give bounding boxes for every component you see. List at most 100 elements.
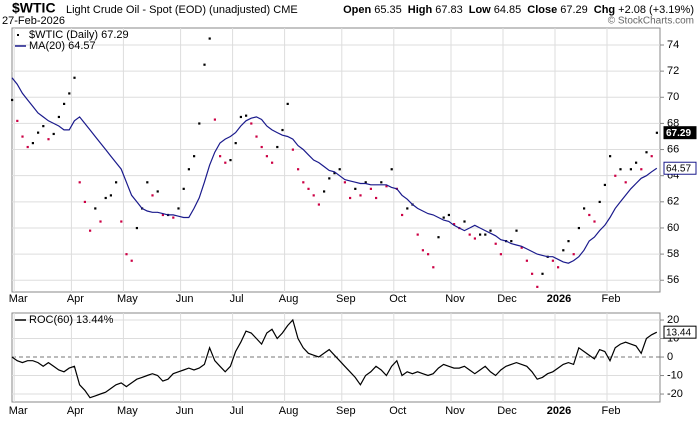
price-dot — [557, 266, 560, 269]
price-dot — [390, 168, 393, 171]
price-dot — [16, 119, 19, 122]
y-tick-label: 60 — [667, 222, 679, 234]
price-dot — [640, 168, 643, 171]
series-line — [11, 77, 658, 264]
price-dot — [473, 237, 476, 240]
price-frame — [11, 27, 661, 293]
price-dot — [291, 148, 294, 151]
y-tick-label: 66 — [667, 143, 679, 155]
price-dot — [364, 181, 367, 184]
price-dot — [21, 135, 24, 138]
price-dot — [385, 185, 388, 188]
y-tick-label: 58 — [667, 248, 679, 260]
price-dot — [338, 168, 341, 171]
price-dot — [224, 161, 227, 164]
quote-value: 67.83 — [435, 4, 463, 16]
price-dot — [229, 159, 232, 162]
price-dot — [463, 220, 466, 223]
price-dot — [562, 249, 565, 252]
price-dot — [234, 142, 237, 145]
price-dot — [11, 98, 14, 102]
price-dot — [161, 213, 164, 217]
x-tick-label: Feb — [602, 293, 621, 305]
price-dot — [317, 203, 320, 206]
price-dot — [515, 229, 518, 232]
x-tick-label: Mar — [9, 293, 28, 305]
price-dot — [120, 220, 123, 223]
quote-label: Chg — [594, 4, 615, 16]
x-tick-label: Nov — [445, 293, 465, 305]
price-dot — [63, 102, 66, 106]
price-dot — [219, 155, 222, 158]
price-dot — [99, 220, 102, 223]
x-tick-label: Jul — [230, 405, 244, 417]
watermark: © StockCharts.com — [608, 16, 694, 27]
price-dot — [328, 177, 331, 180]
price-dot — [52, 132, 55, 136]
price-dot — [37, 131, 40, 134]
price-dot — [89, 229, 92, 232]
price-dot — [286, 102, 289, 106]
x-tick-label: Aug — [279, 405, 299, 417]
legend-entry: $WTIC (Daily) 67.29 — [29, 29, 129, 41]
quote-label: High — [408, 4, 433, 16]
price-dot — [343, 181, 346, 184]
x-tick-label: Dec — [497, 293, 517, 305]
symbol: $WTIC — [12, 0, 56, 16]
price-dot — [359, 194, 362, 197]
price-dot — [151, 194, 154, 197]
last-value-box — [663, 325, 697, 339]
x-tick-label: Aug — [279, 293, 299, 305]
security-name: Light Crude Oil - Spot (EOD) (unadjusted… — [66, 4, 298, 16]
x-tick-label: Feb — [602, 405, 621, 417]
x-tick-label: Jun — [176, 405, 194, 417]
quote-value: 64.85 — [494, 4, 522, 16]
x-tick-label: Apr — [67, 405, 84, 417]
price-dot — [47, 138, 50, 141]
price-dot — [447, 213, 450, 217]
x-tick-label: Sep — [336, 405, 356, 417]
x-tick-label: Nov — [445, 405, 465, 417]
price-dot — [453, 223, 456, 226]
price-dot — [239, 115, 242, 119]
price-dot — [302, 181, 305, 184]
legend-entry: MA(20) 64.57 — [29, 40, 96, 52]
price-dot — [83, 200, 86, 204]
quote-label: Low — [469, 4, 491, 16]
price-dot — [380, 181, 383, 184]
price-dot — [213, 118, 216, 121]
price-dot — [551, 259, 554, 262]
price-dot — [619, 168, 622, 171]
y-tick-label: 70 — [667, 91, 679, 103]
last-value-box — [663, 126, 697, 140]
quote-label: Open — [343, 4, 371, 16]
price-dot — [73, 76, 76, 79]
price-dot — [115, 181, 118, 184]
price-dot — [489, 229, 492, 232]
price-dot — [494, 242, 497, 245]
price-dot — [193, 155, 196, 158]
price-dot — [499, 253, 502, 256]
x-tick-label: Oct — [389, 293, 406, 305]
price-dot — [406, 207, 409, 210]
price-dot — [68, 92, 71, 95]
x-tick-label: Dec — [497, 405, 517, 417]
price-dot — [26, 145, 29, 149]
x-tick-label: 2026 — [547, 293, 571, 305]
price-dot — [130, 259, 133, 262]
price-dot — [525, 259, 528, 262]
price-dot — [567, 240, 570, 243]
price-dot — [307, 187, 310, 190]
x-tick-label: Jun — [176, 293, 194, 305]
x-tick-label: Jul — [230, 293, 244, 305]
price-dot — [416, 233, 419, 236]
price-dot — [536, 285, 539, 288]
series-line — [11, 318, 658, 399]
price-dot — [510, 240, 513, 243]
price-dot — [260, 145, 263, 149]
legend-entry: ROC(60) 13.44% — [29, 314, 114, 326]
y-tick-label: 20 — [667, 314, 679, 326]
y-tick-label: 0 — [667, 351, 673, 363]
price-dot — [104, 196, 107, 200]
